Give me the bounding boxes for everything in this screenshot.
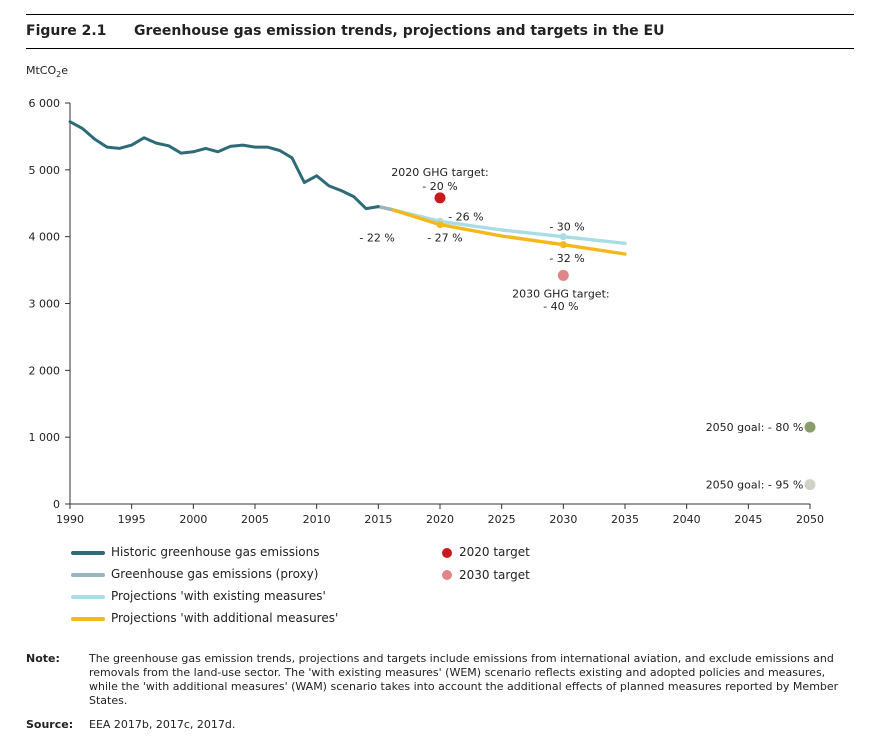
y-axis-label: MtCO2e bbox=[26, 64, 68, 79]
legend-label-proxy: Greenhouse gas emissions (proxy) bbox=[111, 567, 319, 581]
note-label: Note: bbox=[26, 652, 60, 665]
y-axis-label-sub: 2 bbox=[56, 70, 62, 80]
legend-swatch-wam bbox=[71, 617, 105, 621]
series-line-proxy bbox=[376, 204, 393, 211]
figure-header: Figure 2.1 Greenhouse gas emission trend… bbox=[26, 14, 854, 49]
annotation-label: - 26 % bbox=[448, 211, 483, 224]
x-tick-label: 1990 bbox=[56, 513, 84, 526]
y-tick-label: 2 000 bbox=[29, 364, 61, 377]
y-tick-label: 5 000 bbox=[29, 164, 61, 177]
legend-label-historic: Historic greenhouse gas emissions bbox=[111, 545, 320, 559]
x-tick-label: 2045 bbox=[734, 513, 762, 526]
target-marker bbox=[804, 479, 816, 491]
annotation-label: - 20 % bbox=[422, 180, 457, 193]
x-tick-label: 2035 bbox=[611, 513, 639, 526]
legend-dot-2020-target bbox=[442, 548, 452, 558]
y-tick-label: 4 000 bbox=[29, 231, 61, 244]
x-tick-label: 2025 bbox=[488, 513, 516, 526]
annotation-label: 2050 goal: - 80 % bbox=[706, 421, 804, 434]
annotation-label: - 30 % bbox=[549, 221, 584, 234]
figure-title: Greenhouse gas emission trends, projecti… bbox=[134, 23, 665, 39]
projection-point bbox=[559, 241, 567, 249]
legend-swatch-proxy bbox=[71, 573, 105, 577]
y-axis-label-main: MtCO bbox=[26, 64, 57, 77]
note-block: Note: The greenhouse gas emission trends… bbox=[26, 652, 854, 710]
target-marker bbox=[557, 269, 569, 281]
projection-point bbox=[436, 221, 444, 229]
x-tick-label: 2015 bbox=[364, 513, 392, 526]
y-tick-label: 3 000 bbox=[29, 298, 61, 311]
x-tick-label: 2030 bbox=[549, 513, 577, 526]
legend-label-wam: Projections 'with additional measures' bbox=[111, 611, 339, 625]
legend-label-2030-target: 2030 target bbox=[459, 568, 530, 582]
x-tick-label: 2005 bbox=[241, 513, 269, 526]
target-marker bbox=[434, 192, 446, 204]
legend-label-wem: Projections 'with existing measures' bbox=[111, 589, 326, 603]
annotation-label: 2050 goal: - 95 % bbox=[706, 479, 804, 492]
projection-point bbox=[559, 233, 567, 241]
target-marker bbox=[804, 421, 816, 433]
legend-label-2020-target: 2020 target bbox=[459, 545, 530, 559]
x-tick-label: 2040 bbox=[673, 513, 701, 526]
source-label: Source: bbox=[26, 718, 74, 731]
source-block: Source: EEA 2017b, 2017c, 2017d. bbox=[26, 718, 854, 734]
y-tick-label: 1 000 bbox=[29, 431, 61, 444]
annotation-label: 2020 GHG target: bbox=[391, 166, 488, 179]
legend-swatch-wem bbox=[71, 595, 105, 599]
series-line-wem bbox=[376, 204, 627, 245]
legend-dot-2030-target bbox=[442, 570, 452, 580]
series-line-historic bbox=[68, 120, 380, 211]
x-tick-label: 2020 bbox=[426, 513, 454, 526]
x-tick-label: 2050 bbox=[796, 513, 824, 526]
y-tick-label: 0 bbox=[53, 498, 60, 511]
annotation-label: 2030 GHG target: bbox=[512, 287, 609, 300]
annotation-label: - 22 % bbox=[359, 231, 394, 244]
x-tick-label: 1995 bbox=[118, 513, 146, 526]
note-text: The greenhouse gas emission trends, proj… bbox=[89, 652, 839, 707]
annotation-label: - 40 % bbox=[543, 300, 578, 313]
y-axis-label-suffix: e bbox=[61, 64, 69, 77]
legend-swatch-historic bbox=[71, 551, 105, 555]
x-tick-label: 2010 bbox=[303, 513, 331, 526]
annotation-label: - 27 % bbox=[427, 231, 462, 244]
figure-number: Figure 2.1 bbox=[26, 23, 107, 39]
y-tick-label: 6 000 bbox=[29, 97, 61, 110]
x-tick-label: 2000 bbox=[179, 513, 207, 526]
source-text: EEA 2017b, 2017c, 2017d. bbox=[89, 718, 236, 731]
emissions-chart: 0 1 000 2 000 3 000 4 000 5 000 6 000 1990 1995 2… bbox=[29, 97, 825, 526]
annotation-label: - 32 % bbox=[549, 252, 584, 265]
